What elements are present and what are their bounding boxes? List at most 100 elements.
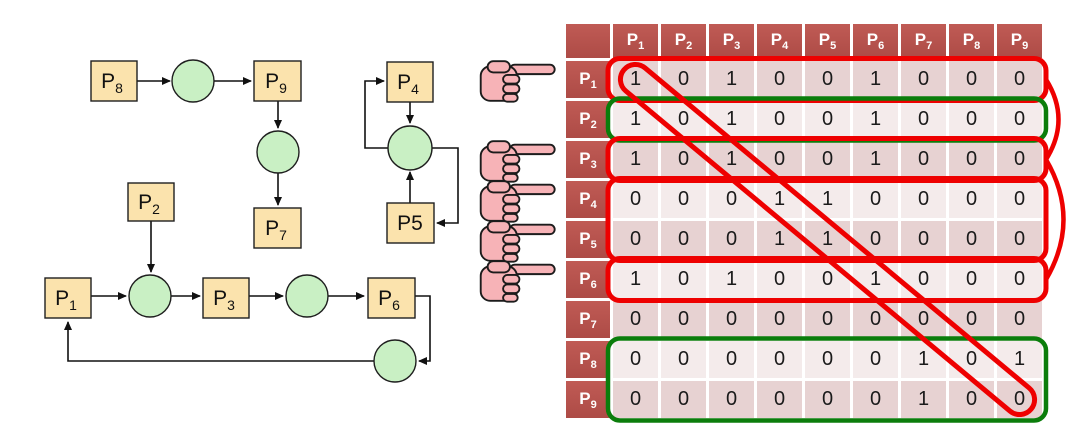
process-node-p2: P2 [127,182,175,222]
place-circle [373,339,417,383]
header-sub: 4 [590,198,597,211]
matrix-cell: 0 [709,221,754,258]
matrix-cell: 0 [661,221,706,258]
matrix-cell: 0 [757,261,802,298]
header-base: P [770,30,783,49]
matrix-header-row: P1 P2 P3 P4 P5 P6 P7 P8 P9 [566,24,1042,58]
matrix-row-header: P6 [566,261,610,298]
matrix-cell: 0 [949,341,994,378]
matrix-cell: 0 [805,141,850,178]
flow-arrow-loop [432,147,459,227]
matrix-row-header: P2 [566,101,610,138]
header-base: P [866,30,879,49]
matrix-cell: 0 [805,61,850,98]
header-base: P [579,348,591,368]
matrix-cell: 0 [901,221,946,258]
svg-text:P5: P5 [397,212,423,235]
header-sub: 5 [590,238,597,251]
header-base: P [626,30,639,49]
matrix-cell: 0 [757,341,802,378]
matrix-header: P1 P2 P3 P4 P5 P6 P7 P8 P9 [566,24,1042,58]
matrix-body: P1 1 0 1 0 0 1 0 0 0 P2 1 0 1 0 0 1 0 0 0 P3 1 0 1 0 0 1 0 0 0 P4 0 0 0 1 1… [566,61,1042,418]
matrix-cell: 0 [901,101,946,138]
process-node-p8: P8 [90,60,138,102]
header-sub: 9 [590,398,597,411]
matrix-cell: 0 [805,341,850,378]
matrix-cell: 1 [709,141,754,178]
matrix-cell: 0 [661,141,706,178]
place-circle [387,125,433,171]
matrix-col-header: P5 [805,24,850,58]
matrix-cell: 0 [757,381,802,418]
matrix-cell: 1 [805,221,850,258]
pointing-hand-icon-p4 [479,180,556,223]
node-label-sub: 3 [227,297,235,313]
matrix-cell: 1 [613,141,658,178]
matrix-cell: 0 [805,101,850,138]
node-label-sub: 4 [411,81,419,97]
header-base: P [579,388,591,408]
matrix-cell: 0 [949,101,994,138]
matrix-cell: 0 [949,261,994,298]
pointing-hand-icon-p6 [479,260,556,303]
header-base: P [579,308,591,328]
matrix-cell: 0 [805,261,850,298]
corner-cell [566,24,610,58]
matrix-cell: 0 [661,301,706,338]
matrix-cell: 0 [901,61,946,98]
matrix-cell: 1 [997,341,1042,378]
matrix-col-header: P6 [853,24,898,58]
header-base: P [579,188,591,208]
matrix-cell: 0 [997,141,1042,178]
matrix-cell: 1 [613,261,658,298]
matrix-cell: 0 [997,381,1042,418]
node-label-sub: 1 [69,297,77,313]
pointing-hand-icon-p3 [479,140,556,183]
process-node-p9: P9 [253,60,302,102]
matrix-cell: 0 [757,141,802,178]
matrix-cell: 0 [997,101,1042,138]
matrix-cell: 1 [901,341,946,378]
header-base: P [579,268,591,288]
matrix-cell: 1 [613,101,658,138]
matrix-cell: 0 [805,381,850,418]
header-sub: 1 [590,78,597,91]
node-label: P [378,287,392,310]
matrix-cell: 0 [805,301,850,338]
matrix-col-header: P8 [949,24,994,58]
matrix-cell: 0 [949,61,994,98]
matrix-cell: 0 [709,181,754,218]
matrix-row-header: P4 [566,181,610,218]
matrix-cell: 1 [757,221,802,258]
brace-p1-p3 [1044,78,1061,161]
svg-text:P2: P2 [138,191,160,217]
matrix-cell: 0 [757,61,802,98]
header-sub: 3 [734,40,741,52]
pointer-hands [479,60,556,303]
matrix-cell: 0 [709,381,754,418]
node-label: P [55,287,69,310]
header-base: P [818,30,831,49]
svg-text:P3: P3 [213,287,235,313]
node-label: P [101,70,115,93]
matrix-cell: 1 [805,181,850,218]
matrix-row-header: P5 [566,221,610,258]
brace-p3-p6 [1044,158,1066,281]
matrix-cell: 0 [901,301,946,338]
matrix-cell: 0 [997,261,1042,298]
svg-text:P6: P6 [378,287,400,313]
matrix-cell: 0 [853,221,898,258]
header-base: P [722,30,735,49]
matrix-cell: 0 [757,301,802,338]
process-node-p3: P3 [202,277,250,319]
matrix-cell: 0 [901,261,946,298]
matrix-cell: 1 [757,181,802,218]
node-label-sub: 2 [152,201,160,217]
svg-text:P8: P8 [101,70,123,96]
node-label: P [265,70,279,93]
matrix-cell: 0 [661,261,706,298]
place-circle [171,59,215,103]
matrix-col-header: P3 [709,24,754,58]
matrix-cell: 1 [853,141,898,178]
header-base: P [914,30,927,49]
